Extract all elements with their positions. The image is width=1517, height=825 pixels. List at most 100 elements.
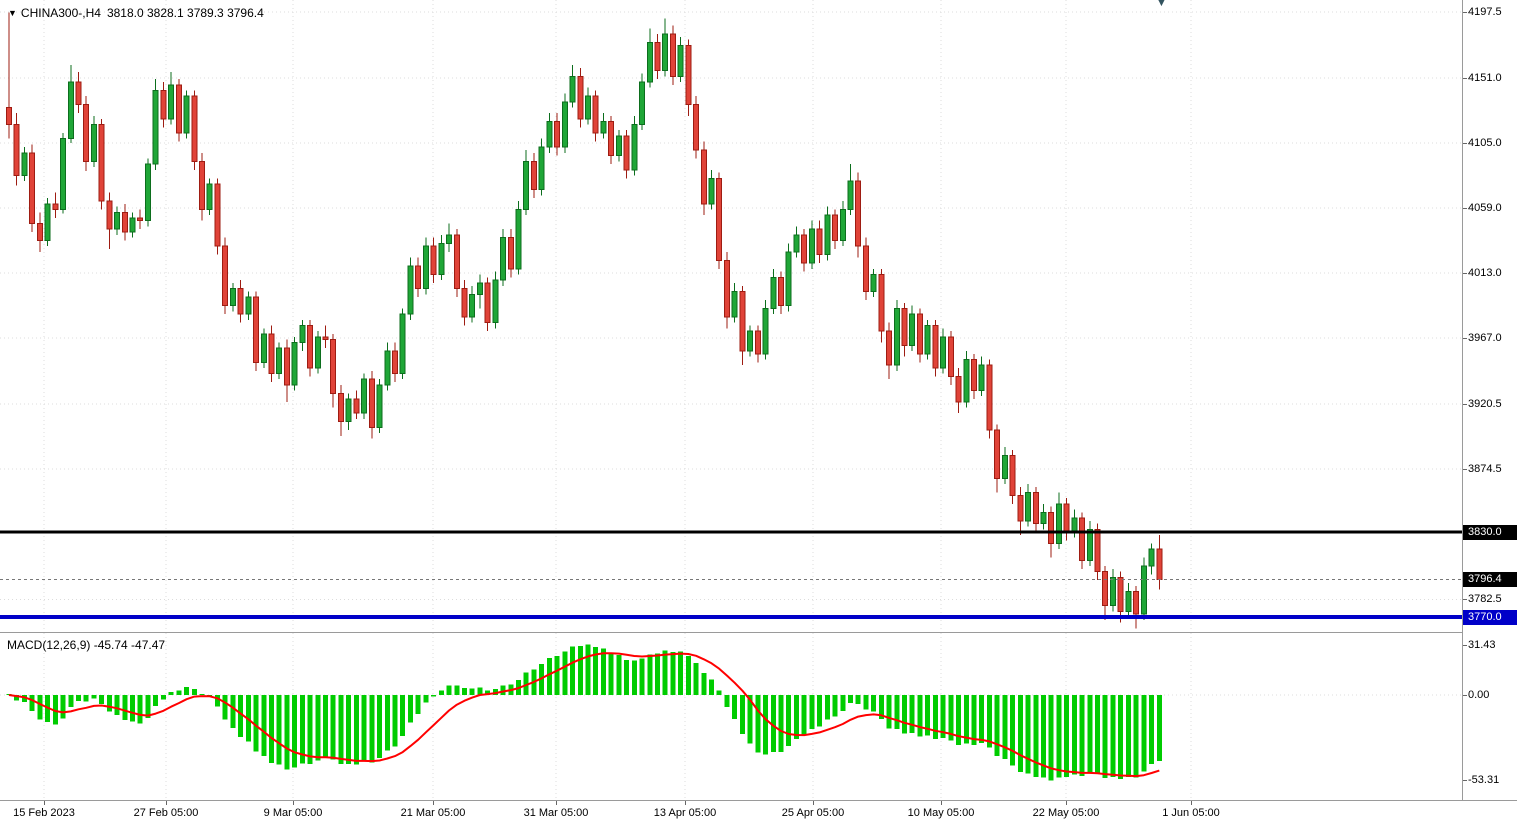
candle-body	[430, 245, 437, 276]
candle-body	[994, 429, 1001, 479]
candle-bull	[615, 130, 622, 162]
macd-histogram-bar	[763, 695, 769, 755]
candle-body	[855, 180, 862, 247]
candle-bull	[376, 379, 383, 434]
ohlc-values: 3818.0 3828.1 3789.3 3796.4	[106, 6, 264, 20]
candle-bear	[932, 319, 939, 377]
time-axis-label: 1 Jun 05:00	[1162, 807, 1220, 819]
candle-body	[461, 288, 468, 318]
candle-bear	[1079, 512, 1086, 569]
macd-histogram-bar	[461, 687, 467, 695]
price-axis-label: 4059.0	[1468, 202, 1502, 214]
candle-body	[1071, 517, 1078, 533]
candle-bull	[731, 283, 738, 323]
macd-histogram-bar	[37, 695, 43, 720]
macd-histogram-bar	[925, 695, 931, 736]
candle-bull	[276, 342, 283, 380]
macd-histogram-bar	[940, 695, 946, 738]
candle-bear	[986, 359, 993, 439]
candle-body	[669, 33, 676, 77]
time-axis-label: 27 Feb 05:00	[133, 807, 199, 819]
candle-bear	[1133, 585, 1140, 629]
candle-body	[731, 291, 738, 318]
candle-bull	[978, 356, 985, 397]
macd-histogram-bar	[847, 695, 853, 704]
candle-bear	[994, 424, 1001, 493]
macd-histogram-bar	[122, 695, 128, 720]
price-axis[interactable]: 4197.5 4151.0 4105.0 4059.0 4013.0 3967.0 3920…	[1462, 0, 1517, 800]
candle-body	[762, 307, 769, 355]
candle-bull	[677, 36, 684, 83]
macd-histogram-bar	[554, 655, 560, 695]
candle-bear	[577, 67, 584, 128]
candle-bear	[121, 203, 128, 241]
candle-body	[901, 307, 908, 346]
candle-body	[947, 336, 954, 377]
candle-bull	[924, 319, 931, 360]
candle-bull	[399, 308, 406, 380]
candle-body	[307, 324, 314, 369]
macd-panel[interactable]: MACD(12,26,9) -45.74 -47.47	[0, 633, 1462, 799]
candle-body	[75, 81, 82, 106]
macd-histogram-bar	[6, 694, 12, 695]
macd-histogram-bar	[292, 695, 298, 768]
time-axis-tick	[813, 801, 814, 805]
macd-histogram-bar	[1087, 695, 1093, 773]
candle-body	[685, 44, 692, 106]
candle-body	[83, 104, 90, 162]
macd-histogram-bar	[369, 695, 375, 763]
candle-bull	[1055, 492, 1062, 550]
candle-bull	[314, 331, 321, 374]
candle-bull	[808, 220, 815, 269]
macd-histogram-bar	[709, 679, 715, 695]
symbol-marker-icon: ▼	[8, 8, 17, 18]
candle-body	[422, 245, 429, 290]
macd-histogram-bar	[407, 695, 413, 723]
macd-histogram-bar	[423, 695, 429, 703]
autoscroll-marker-icon: ▼	[1156, 0, 1167, 9]
panel-divider[interactable]	[0, 632, 1517, 633]
candle-bull	[940, 328, 947, 374]
macd-histogram-bar	[153, 695, 159, 706]
candle-bull	[639, 73, 646, 131]
macd-histogram-bar	[701, 673, 707, 695]
candle-body	[832, 214, 839, 242]
candle-body	[561, 101, 568, 148]
macd-histogram-bar	[909, 695, 915, 733]
macd-histogram-bar	[732, 695, 738, 719]
candle-bull	[260, 328, 267, 368]
macd-histogram-bar	[824, 695, 830, 720]
macd-histogram-bar	[21, 695, 27, 703]
candle-body	[554, 121, 561, 148]
candle-body	[337, 392, 344, 423]
macd-histogram-bar	[863, 695, 869, 710]
candle-bear	[947, 331, 954, 385]
candle-bear	[137, 209, 144, 230]
macd-histogram-bar	[948, 695, 954, 741]
candle-bear	[754, 325, 761, 363]
macd-histogram-bar	[1095, 695, 1101, 775]
macd-axis-label: 31.43	[1468, 638, 1496, 651]
candle-body	[507, 237, 514, 270]
time-axis[interactable]: 15 Feb 2023 27 Feb 05:00 9 Mar 05:00 21 Mar…	[0, 800, 1517, 825]
macd-histogram-bar	[654, 653, 660, 695]
price-axis-tick	[1463, 208, 1467, 209]
macd-histogram-bar	[793, 695, 799, 739]
macd-axis-tick	[1463, 645, 1467, 646]
candle-bear	[1017, 486, 1024, 535]
time-axis-tick	[1066, 801, 1067, 805]
price-chart-area[interactable]: ▼ CHINA300-,H4 3818.0 3828.1 3789.3 3796.4…	[0, 0, 1462, 632]
candle-bull	[44, 198, 51, 247]
candle-body	[770, 276, 777, 309]
candle-bull	[114, 206, 121, 235]
candle-bull	[747, 325, 754, 357]
candle-body	[623, 135, 630, 171]
macd-histogram-bar	[1010, 695, 1016, 766]
price-axis-label: 4197.5	[1468, 6, 1502, 18]
macd-histogram-bar	[284, 695, 290, 770]
candle-bear	[307, 319, 314, 377]
candle-bull	[662, 18, 669, 77]
macd-histogram-bar	[261, 695, 267, 756]
price-axis-tick	[1463, 273, 1467, 274]
